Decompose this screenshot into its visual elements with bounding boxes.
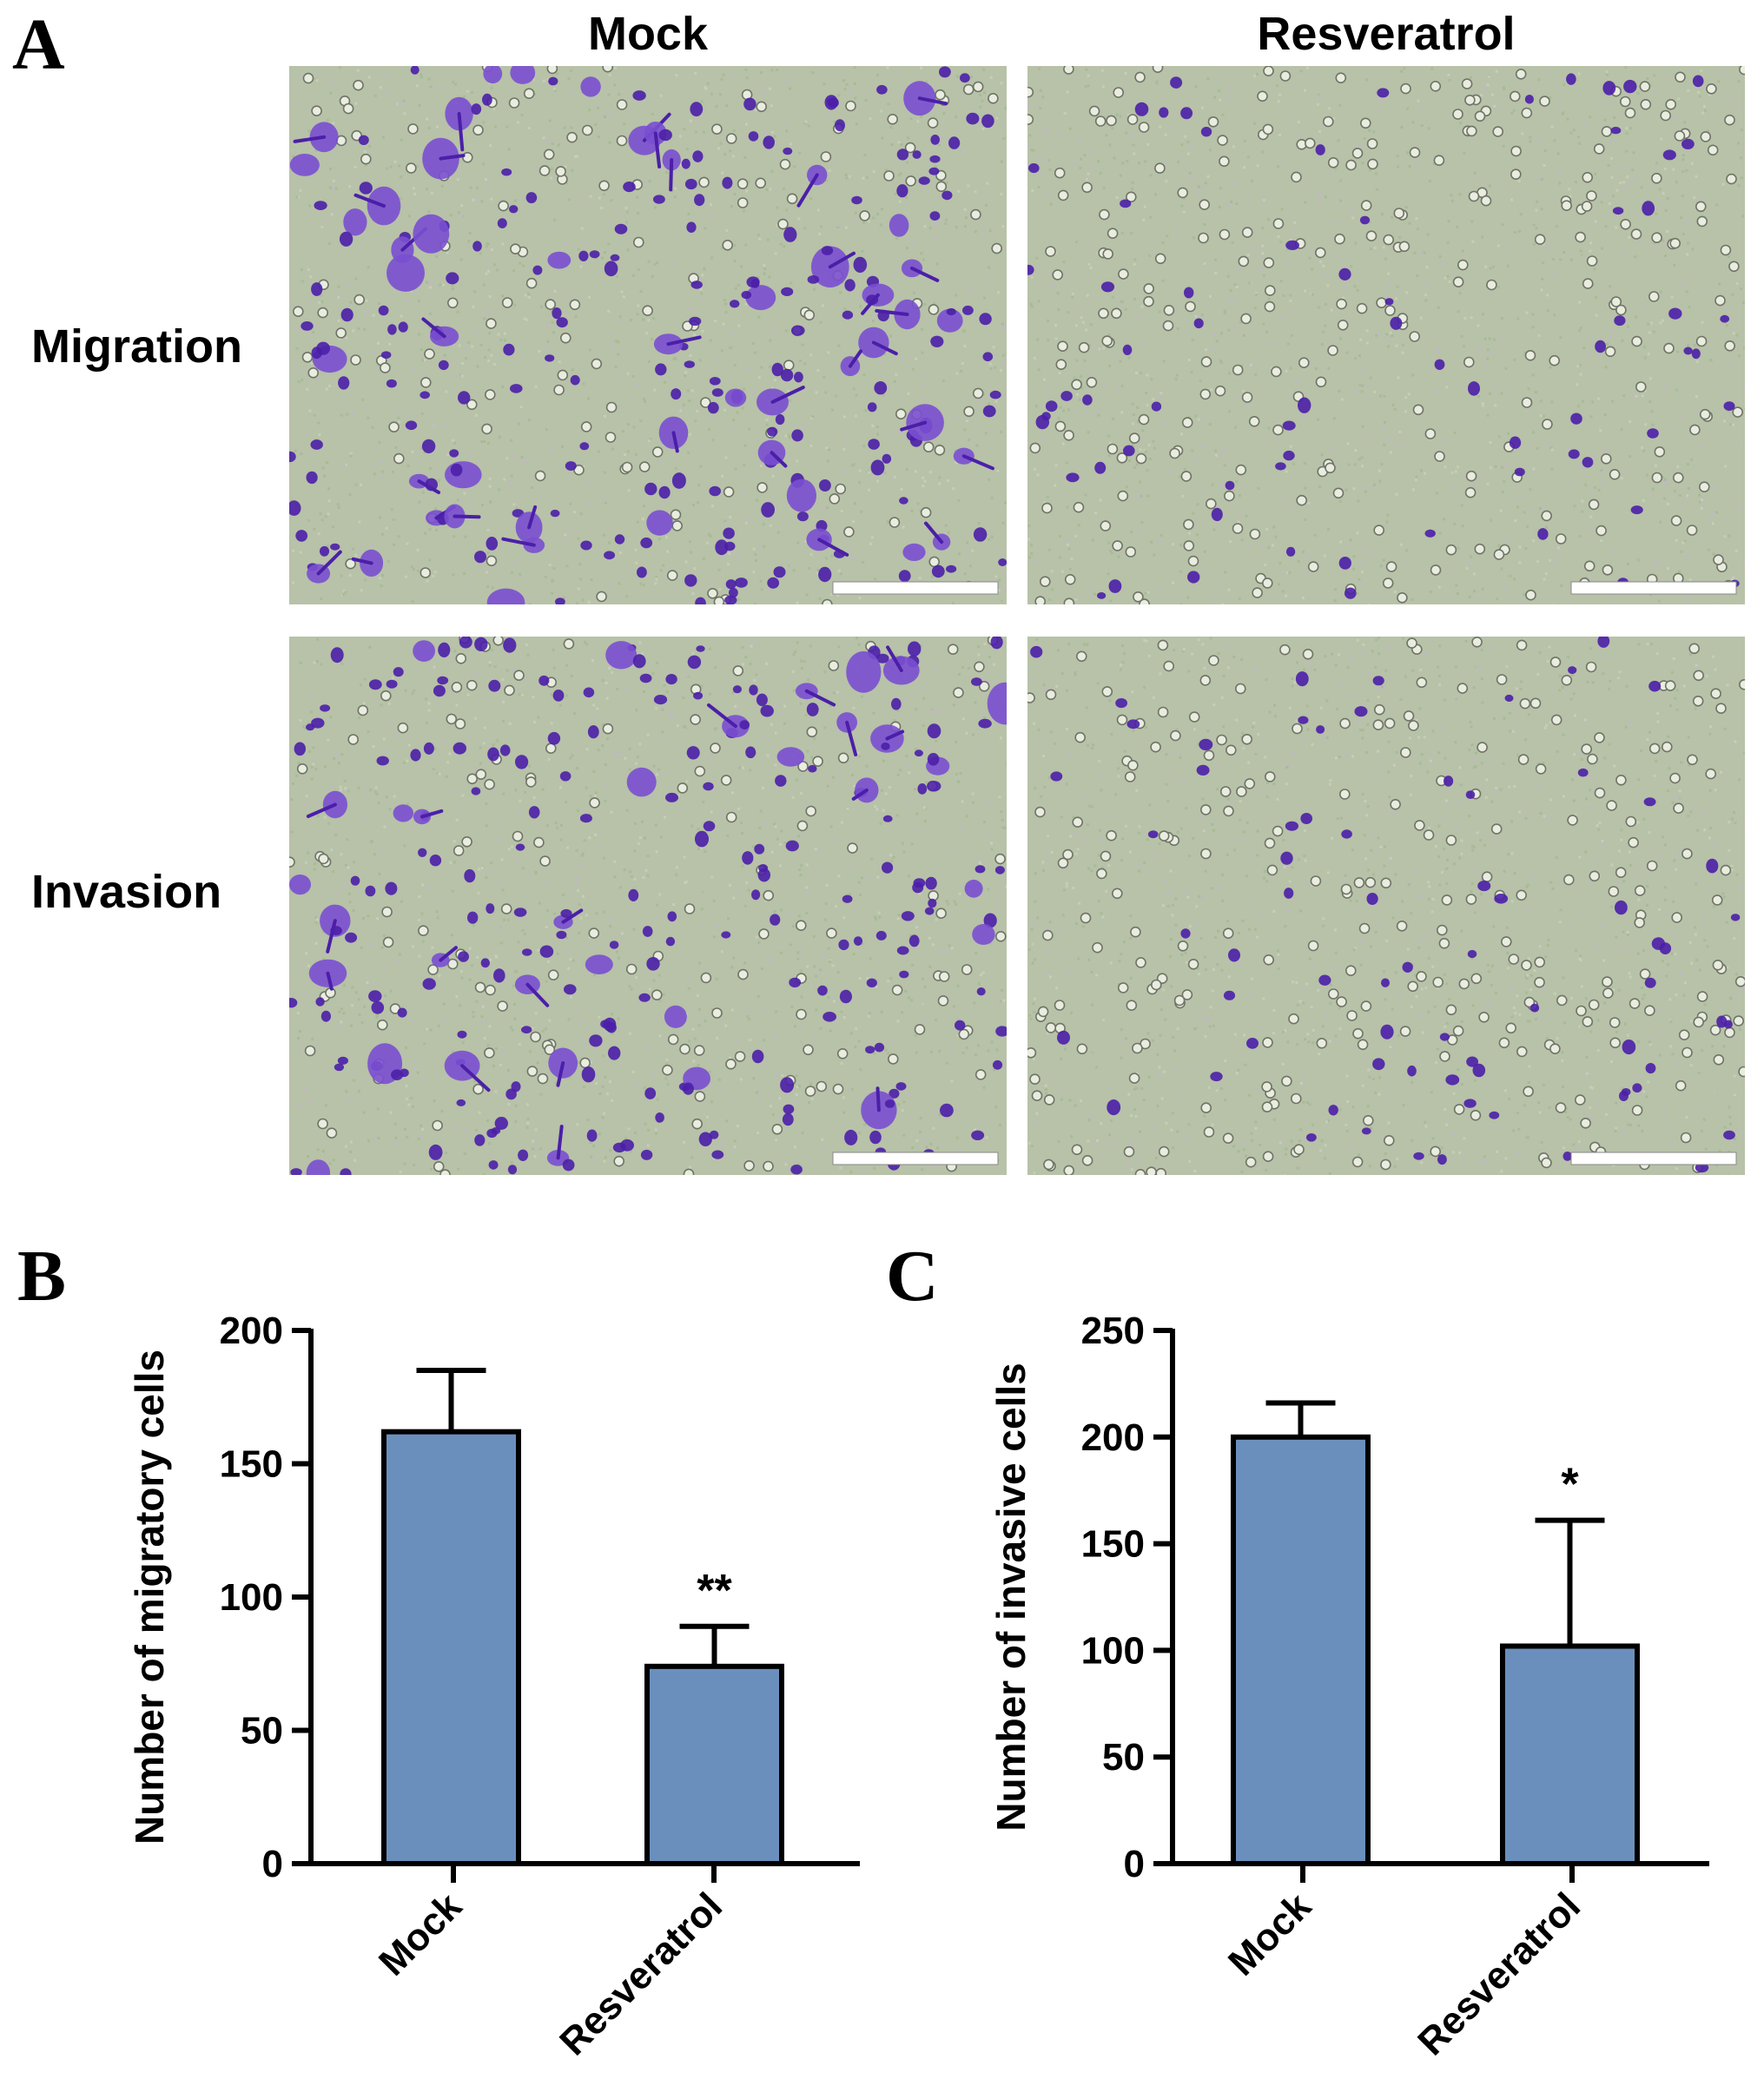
migration-y-tick-label: 150 [220,1443,283,1486]
invasion-y-tick-label: 150 [1081,1523,1145,1566]
panel-label-c: C [886,1236,939,1317]
micrograph-invasion-mock [289,637,1007,1175]
migration-significance-1: ** [697,1566,732,1616]
row-title-migration: Migration [31,320,242,373]
column-title-resveratrol: Resveratrol [1257,8,1516,60]
invasion-y-tick-label: 250 [1081,1310,1145,1352]
invasion-bar-1 [1500,1643,1640,1867]
invasion-y-tick-label: 0 [1124,1843,1145,1885]
micrograph-invasion-resveratrol [1027,637,1745,1175]
invasion-y-tick-label: 200 [1081,1416,1145,1459]
migration-category-label-0: Mock [371,1884,471,1984]
row-title-invasion: Invasion [31,866,222,918]
migration-category-label-1: Resveratrol [552,1884,730,2063]
migration-y-tick-label: 200 [220,1310,283,1352]
migration-y-axis-label: Number of migratory cells [127,1350,172,1845]
invasion-category-label-1: Resveratrol [1410,1884,1589,2063]
migration-bar-0 [381,1429,521,1867]
migration-y-tick-label: 100 [220,1576,283,1619]
migration-chart-group: ** 0 50 100 150 200 Mock Resveratrol Number of m… [127,1310,860,2063]
invasion-y-axis-label: Number of invasive cells [988,1363,1034,1831]
micrograph-migration-mock [289,66,1007,604]
migration-y-tick-label: 0 [262,1843,283,1885]
invasion-significance-1: * [1561,1460,1579,1510]
panel-label-a: A [12,4,65,85]
panel-label-b: B [17,1236,67,1317]
invasion-bar-0 [1231,1434,1371,1867]
invasion-y-tick-label: 100 [1081,1629,1145,1672]
micrograph-migration-resveratrol [1027,66,1745,604]
column-title-mock: Mock [587,8,709,60]
migration-bar-1 [644,1663,784,1866]
invasion-category-label-0: Mock [1220,1884,1320,1984]
invasion-y-tick-label: 50 [1102,1736,1145,1779]
migration-y-tick-label: 50 [241,1710,283,1752]
invasion-chart-group: * 0 50 100 150 200 250 Mock Resveratrol Number of… [988,1310,1709,2063]
